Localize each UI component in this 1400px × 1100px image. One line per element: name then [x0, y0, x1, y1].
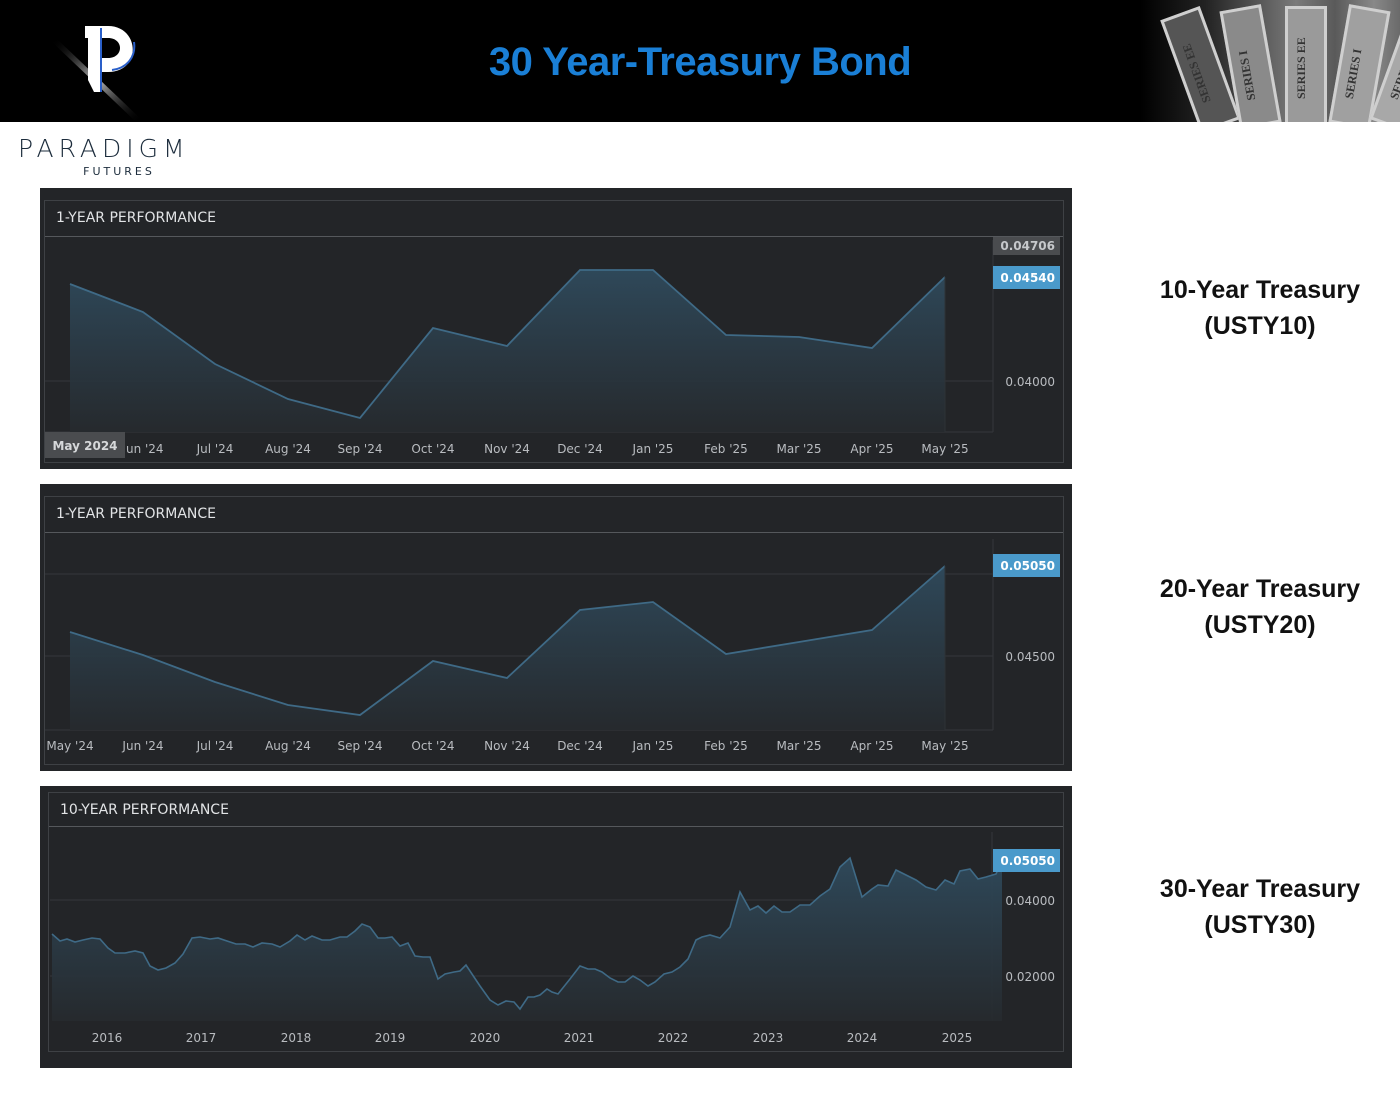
y-tick-label: 0.04000: [1005, 375, 1055, 389]
x-axis-labels: May '24 Jun '24 Jul '24 Aug '24 Sep '24 …: [46, 442, 968, 456]
label-usty20: 20-Year Treasury (USTY20): [1159, 575, 1361, 639]
svg-text:Jun '24: Jun '24: [121, 739, 163, 753]
svg-text:2018: 2018: [281, 1031, 312, 1045]
svg-text:Sep '24: Sep '24: [338, 739, 383, 753]
svg-text:Nov '24: Nov '24: [484, 739, 530, 753]
svg-text:Aug '24: Aug '24: [265, 739, 311, 753]
label-usty10: 10-Year Treasury (USTY10): [1159, 276, 1361, 340]
savings-bonds-photo: SERIES EE SERIES I SERIES EE SERIES I SE…: [1140, 0, 1400, 122]
svg-text:Oct '24: Oct '24: [411, 739, 454, 753]
brand-name: PARADIGM: [18, 134, 190, 163]
paradigm-logo-icon: [52, 26, 142, 120]
svg-text:Nov '24: Nov '24: [484, 442, 530, 456]
x-axis-labels: 2016 2017 2018 2019 2020 2021 2022 2023 …: [92, 1031, 973, 1045]
svg-text:May '25: May '25: [921, 739, 968, 753]
svg-text:2024: 2024: [847, 1031, 878, 1045]
panel-title: 10-YEAR PERFORMANCE: [60, 802, 229, 818]
panel-title: 1-YEAR PERFORMANCE: [56, 506, 217, 522]
brand-subtitle: FUTURES: [83, 165, 155, 178]
svg-text:Jul '24: Jul '24: [196, 739, 234, 753]
svg-text:Jan '25: Jan '25: [632, 739, 674, 753]
svg-text:2019: 2019: [375, 1031, 406, 1045]
header-bar: 30 Year-Treasury Bond SERIES EE SERIES I…: [0, 0, 1400, 122]
svg-text:2021: 2021: [564, 1031, 595, 1045]
svg-text:Oct '24: Oct '24: [411, 442, 454, 456]
hover-date-tooltip: [45, 432, 125, 458]
svg-text:2025: 2025: [942, 1031, 973, 1045]
panel-header: 10-YEAR PERFORMANCE: [49, 793, 1063, 827]
svg-text:Feb '25: Feb '25: [704, 442, 748, 456]
area-chart-usty20[interactable]: 0.05050 0.04500 May '24 Jun '24 Jul '24 …: [40, 484, 1072, 771]
svg-text:May '25: May '25: [921, 442, 968, 456]
area-fill: [70, 270, 945, 432]
svg-text:0.04540: 0.04540: [1000, 271, 1055, 285]
brand-wordmark: PARADIGM FUTURES: [18, 134, 208, 178]
series-line: [69, 269, 946, 420]
current-value-badge: [993, 266, 1060, 289]
svg-text:0.05050: 0.05050: [1000, 559, 1055, 573]
svg-text:Sep '24: Sep '24: [338, 442, 383, 456]
page-title: 30 Year-Treasury Bond: [488, 40, 912, 84]
svg-text:0.04706: 0.04706: [1000, 239, 1055, 253]
svg-text:Jun '24: Jun '24: [121, 442, 163, 456]
svg-text:2023: 2023: [753, 1031, 784, 1045]
svg-text:Mar '25: Mar '25: [776, 739, 821, 753]
svg-text:2017: 2017: [186, 1031, 217, 1045]
svg-text:Apr '25: Apr '25: [850, 739, 893, 753]
x-axis-labels: May '24 Jun '24 Jul '24 Aug '24 Sep '24 …: [46, 739, 968, 753]
area-chart-usty30[interactable]: 0.05050 0.04000 0.02000 2016 2017 2018 2…: [40, 786, 1072, 1068]
svg-text:2016: 2016: [92, 1031, 123, 1045]
area-fill: [52, 858, 1002, 1021]
area-fill: [70, 566, 945, 730]
current-value-badge: [993, 554, 1060, 577]
current-value-badge: [993, 849, 1060, 872]
panel-header: 1-YEAR PERFORMANCE: [45, 201, 1063, 237]
y-tick-label: 0.04000: [1005, 894, 1055, 908]
svg-text:Jul '24: Jul '24: [196, 442, 234, 456]
svg-text:May 2024: May 2024: [52, 439, 117, 453]
panel-title: 1-YEAR PERFORMANCE: [56, 210, 217, 226]
series-line: [69, 565, 946, 716]
svg-text:Dec '24: Dec '24: [557, 442, 603, 456]
panel-header: 1-YEAR PERFORMANCE: [45, 497, 1063, 533]
svg-text:Dec '24: Dec '24: [557, 739, 603, 753]
svg-text:Jan '25: Jan '25: [632, 442, 674, 456]
area-chart-usty10[interactable]: 0.04706 0.04540 0.04000 May '24 Jun '24 …: [40, 188, 1072, 469]
series-line: [51, 856, 1003, 1011]
svg-text:0.05050: 0.05050: [1000, 854, 1055, 868]
svg-text:Apr '25: Apr '25: [850, 442, 893, 456]
svg-text:May '24: May '24: [46, 739, 93, 753]
y-tick-label: 0.02000: [1005, 970, 1055, 984]
svg-text:Feb '25: Feb '25: [704, 739, 748, 753]
svg-text:Aug '24: Aug '24: [265, 442, 311, 456]
chart-panel-usty10: 1-YEAR PERFORMANCE 0.04706 0.04540 0.040…: [40, 188, 1072, 469]
label-usty30: 30-Year Treasury (USTY30): [1159, 875, 1361, 939]
high-value-badge: [993, 237, 1060, 255]
y-tick-label: 0.04500: [1005, 650, 1055, 664]
svg-text:2022: 2022: [658, 1031, 689, 1045]
chart-panel-usty30: 10-YEAR PERFORMANCE 0.05050 0.04000 0.02…: [40, 786, 1072, 1068]
chart-panel-usty20: 1-YEAR PERFORMANCE 0.05050 0.04500 May '…: [40, 484, 1072, 771]
svg-text:2020: 2020: [470, 1031, 501, 1045]
svg-text:Mar '25: Mar '25: [776, 442, 821, 456]
